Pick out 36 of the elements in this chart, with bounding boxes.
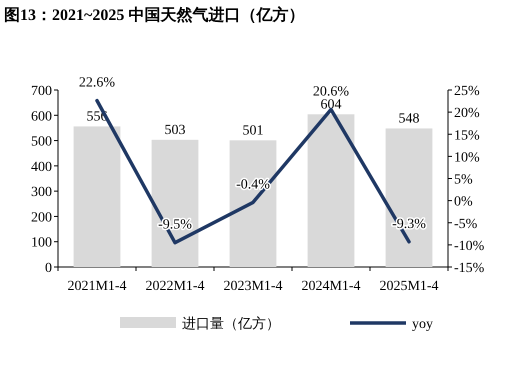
chart-title: 图13：2021~2025 中国天然气进口（亿方）	[4, 5, 304, 24]
y2-tick-label: -15%	[454, 261, 485, 276]
y-tick-label: 400	[31, 160, 52, 175]
y2-tick-label: 25%	[454, 84, 480, 99]
y-tick-label: 100	[31, 236, 52, 251]
x-tick-label: 2025M1-4	[379, 279, 439, 294]
data-label: 548	[398, 111, 420, 126]
data-label: 501	[242, 123, 264, 138]
x-tick-label: 2022M1-4	[145, 279, 205, 294]
y-tick-label: 200	[31, 210, 52, 226]
y2-tick-label: 10%	[454, 150, 480, 166]
data-label: 22.6%	[78, 76, 116, 91]
x-tick-label: 2021M1-4	[67, 279, 127, 294]
bar	[230, 140, 276, 267]
x-tick-label: 2023M1-4	[223, 279, 283, 294]
y2-tick-label: -5%	[454, 216, 478, 232]
bar	[74, 126, 120, 267]
data-label: 503	[164, 122, 186, 138]
y-tick-label: 0	[45, 261, 52, 276]
y-tick-label: 600	[31, 109, 52, 124]
data-label: 604	[320, 97, 342, 112]
y-tick-label: 700	[31, 84, 52, 99]
y-tick-label: 500	[31, 134, 52, 150]
legend-label: yoy	[412, 317, 433, 332]
bar	[152, 140, 198, 267]
data-label: 20.6%	[312, 84, 350, 100]
y2-tick-label: 20%	[454, 106, 480, 122]
y2-tick-label: 0%	[454, 194, 473, 210]
y2-tick-label: 5%	[454, 172, 473, 188]
bar	[308, 114, 354, 267]
y-tick-label: 300	[31, 185, 52, 200]
bar	[386, 128, 432, 267]
x-tick-label: 2024M1-4	[301, 279, 361, 294]
y2-tick-label: 15%	[454, 128, 480, 144]
legend-label: 进口量（亿方）	[182, 316, 280, 332]
y2-tick-label: -10%	[454, 238, 485, 254]
